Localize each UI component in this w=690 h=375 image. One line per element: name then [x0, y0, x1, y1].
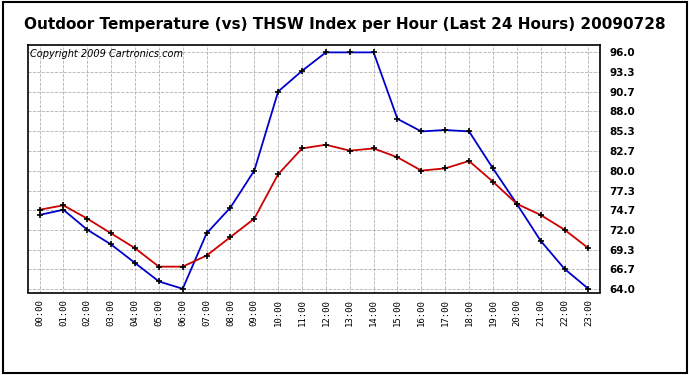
Text: Outdoor Temperature (vs) THSW Index per Hour (Last 24 Hours) 20090728: Outdoor Temperature (vs) THSW Index per …	[24, 17, 666, 32]
Text: Copyright 2009 Cartronics.com: Copyright 2009 Cartronics.com	[30, 49, 184, 59]
